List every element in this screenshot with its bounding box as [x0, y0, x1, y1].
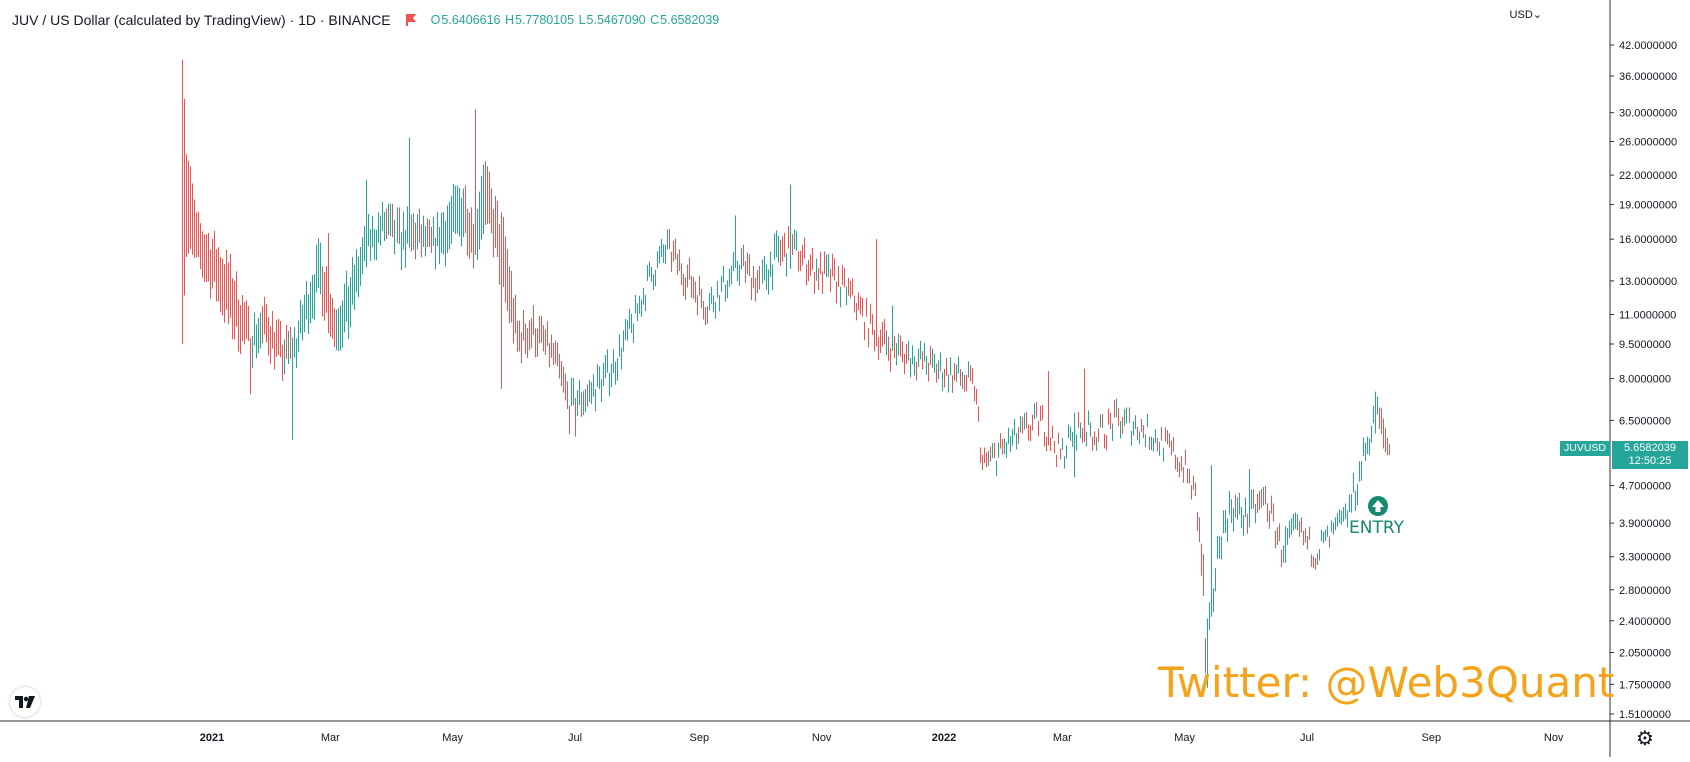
- y-tick-label: 13.0000000: [1619, 276, 1677, 288]
- entry-label: ENTRY: [1349, 518, 1404, 538]
- x-tick-label: 2021: [200, 732, 224, 744]
- open-label: O: [430, 13, 441, 27]
- high-value: 5.7780105: [515, 13, 575, 27]
- x-tick-label: Nov: [812, 732, 832, 744]
- y-tick-label: 42.0000000: [1619, 40, 1677, 52]
- x-tick-label: May: [442, 732, 463, 744]
- y-tick-label: 2.0500000: [1619, 647, 1671, 659]
- chart-legend: JUV / US Dollar (calculated by TradingVi…: [12, 12, 720, 28]
- y-tick-label: 19.0000000: [1619, 200, 1677, 212]
- symbol-title[interactable]: JUV / US Dollar (calculated by TradingVi…: [12, 12, 391, 28]
- low-label: L: [578, 13, 586, 27]
- chevron-down-icon: ⌄: [1532, 9, 1542, 21]
- x-tick-label: Mar: [321, 732, 340, 744]
- y-tick-label: 30.0000000: [1619, 108, 1677, 120]
- bar-countdown: 12:50:25: [1628, 455, 1672, 467]
- last-price-badge: 5.6582039 12:50:25: [1612, 441, 1688, 469]
- y-tick-label: 16.0000000: [1619, 234, 1677, 246]
- y-tick-label: 9.5000000: [1619, 339, 1671, 351]
- x-tick-label: May: [1174, 732, 1195, 744]
- gear-icon[interactable]: ⚙: [1636, 728, 1654, 750]
- x-tick-label: Sep: [690, 732, 710, 744]
- y-tick-label: 6.5000000: [1619, 415, 1671, 427]
- y-tick-label: 3.3000000: [1619, 552, 1671, 564]
- twitter-watermark: Twitter: @Web3Quant: [1158, 658, 1615, 707]
- y-tick-label: 36.0000000: [1619, 71, 1677, 83]
- low-value: 5.5467090: [586, 13, 646, 27]
- y-tick-label: 1.7500000: [1619, 679, 1671, 691]
- close-label: C: [650, 13, 660, 27]
- currency-select[interactable]: USD⌄: [1510, 8, 1542, 21]
- y-tick-label: 26.0000000: [1619, 136, 1677, 148]
- symbol-badge: JUVUSD: [1560, 441, 1610, 456]
- y-tick-label: 2.8000000: [1619, 585, 1671, 597]
- y-tick-label: 1.5100000: [1619, 709, 1671, 721]
- y-tick-label: 4.7000000: [1619, 481, 1671, 493]
- y-tick-label: 22.0000000: [1619, 170, 1677, 182]
- x-tick-label: Nov: [1544, 732, 1564, 744]
- y-tick-label: 11.0000000: [1619, 310, 1676, 322]
- entry-arrow-icon: [1368, 496, 1388, 516]
- currency-label: USD: [1509, 9, 1533, 21]
- flag-icon[interactable]: [405, 14, 417, 26]
- x-tick-label: Sep: [1422, 732, 1442, 744]
- open-value: 5.6406616: [441, 13, 501, 27]
- ohlc-values: O5.6406616 H5.7780105 L5.5467090 C5.6582…: [431, 13, 721, 27]
- y-tick-label: 8.0000000: [1619, 374, 1671, 386]
- high-label: H: [504, 13, 514, 27]
- y-tick-label: 2.4000000: [1619, 616, 1671, 628]
- close-value: 5.6582039: [660, 13, 720, 27]
- y-tick-label: 3.9000000: [1619, 518, 1671, 530]
- x-tick-label: Jul: [1300, 732, 1314, 744]
- x-tick-label: Jul: [568, 732, 582, 744]
- tv-logo-mark: [15, 696, 35, 708]
- last-price: 5.6582039: [1624, 442, 1676, 454]
- x-tick-label: Mar: [1053, 732, 1072, 744]
- tradingview-logo-icon[interactable]: [10, 687, 40, 717]
- x-tick-label: 2022: [932, 732, 956, 744]
